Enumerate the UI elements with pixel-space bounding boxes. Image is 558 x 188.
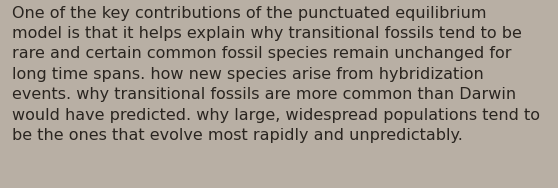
Text: One of the key contributions of the punctuated equilibrium
model is that it help: One of the key contributions of the punc… — [12, 6, 540, 143]
